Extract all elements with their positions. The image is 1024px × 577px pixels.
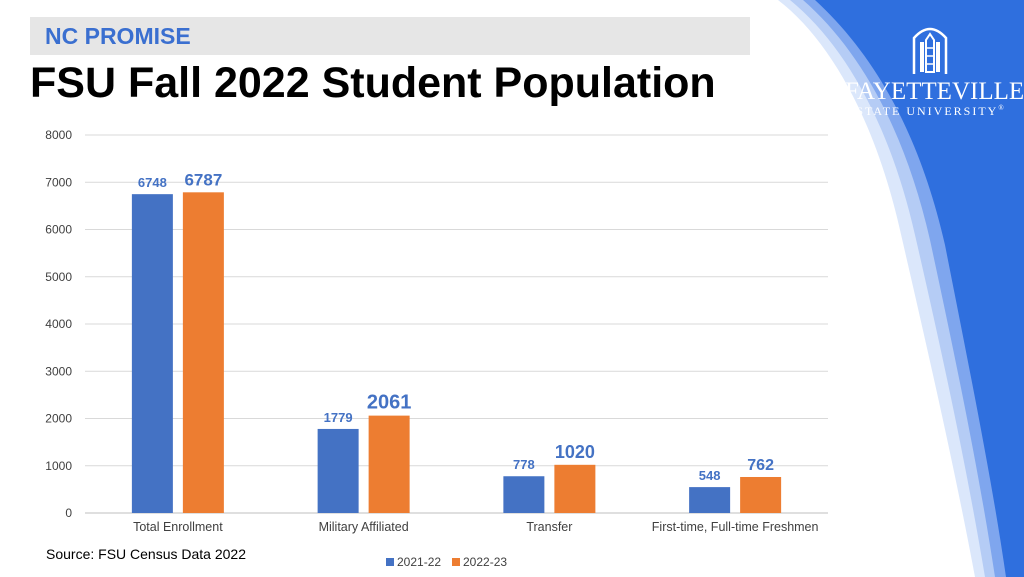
bar (131, 194, 173, 514)
bar (182, 192, 224, 513)
source-note: Source: FSU Census Data 2022 (46, 546, 246, 562)
x-tick-label: Military Affiliated (319, 520, 409, 534)
y-tick-label: 3000 (45, 364, 72, 378)
x-tick-label: Total Enrollment (133, 520, 223, 534)
bar (368, 415, 410, 513)
data-label: 778 (513, 457, 535, 472)
bar (740, 476, 782, 513)
logo-wordmark-line2-text: STATE UNIVERSITY (856, 104, 999, 118)
x-tick-label: First-time, Full-time Freshmen (652, 520, 819, 534)
university-seal-icon (912, 27, 948, 74)
slide-title: FSU Fall 2022 Student Population (30, 59, 716, 107)
data-label: 2061 (367, 392, 412, 414)
university-logo: FAYETTEVILLE STATE UNIVERSITY® (845, 18, 1024, 119)
swoosh-band-main (815, 0, 1024, 577)
x-tick-label: Transfer (526, 520, 572, 534)
y-tick-label: 5000 (45, 270, 72, 284)
y-tick-label: 8000 (45, 128, 72, 142)
logo-wordmark-line1: FAYETTEVILLE (845, 78, 1024, 105)
data-label: 6787 (184, 170, 222, 189)
legend-swatch (386, 558, 394, 566)
y-tick-label: 1000 (45, 459, 72, 473)
y-tick-label: 4000 (45, 317, 72, 331)
y-tick-label: 2000 (45, 412, 72, 426)
data-label: 548 (699, 468, 721, 483)
legend-swatch (452, 558, 460, 566)
banner-text: NC PROMISE (45, 23, 191, 49)
data-label: 1779 (324, 410, 353, 425)
data-label: 6748 (138, 175, 167, 190)
data-label: 762 (747, 457, 774, 474)
y-tick-label: 6000 (45, 223, 72, 237)
bar (503, 476, 545, 513)
bar (554, 464, 596, 513)
y-tick-label: 7000 (45, 175, 72, 189)
data-label: 1020 (555, 442, 595, 462)
y-tick-label: 0 (65, 506, 72, 520)
logo-wordmark-line2: STATE UNIVERSITY® (845, 104, 1015, 119)
legend-label: 2022-23 (463, 555, 507, 569)
section-banner: NC PROMISE (30, 17, 750, 55)
bar (317, 428, 359, 513)
trademark-symbol: ® (998, 104, 1004, 112)
legend-label: 2021-22 (397, 555, 441, 569)
bar (689, 487, 731, 513)
